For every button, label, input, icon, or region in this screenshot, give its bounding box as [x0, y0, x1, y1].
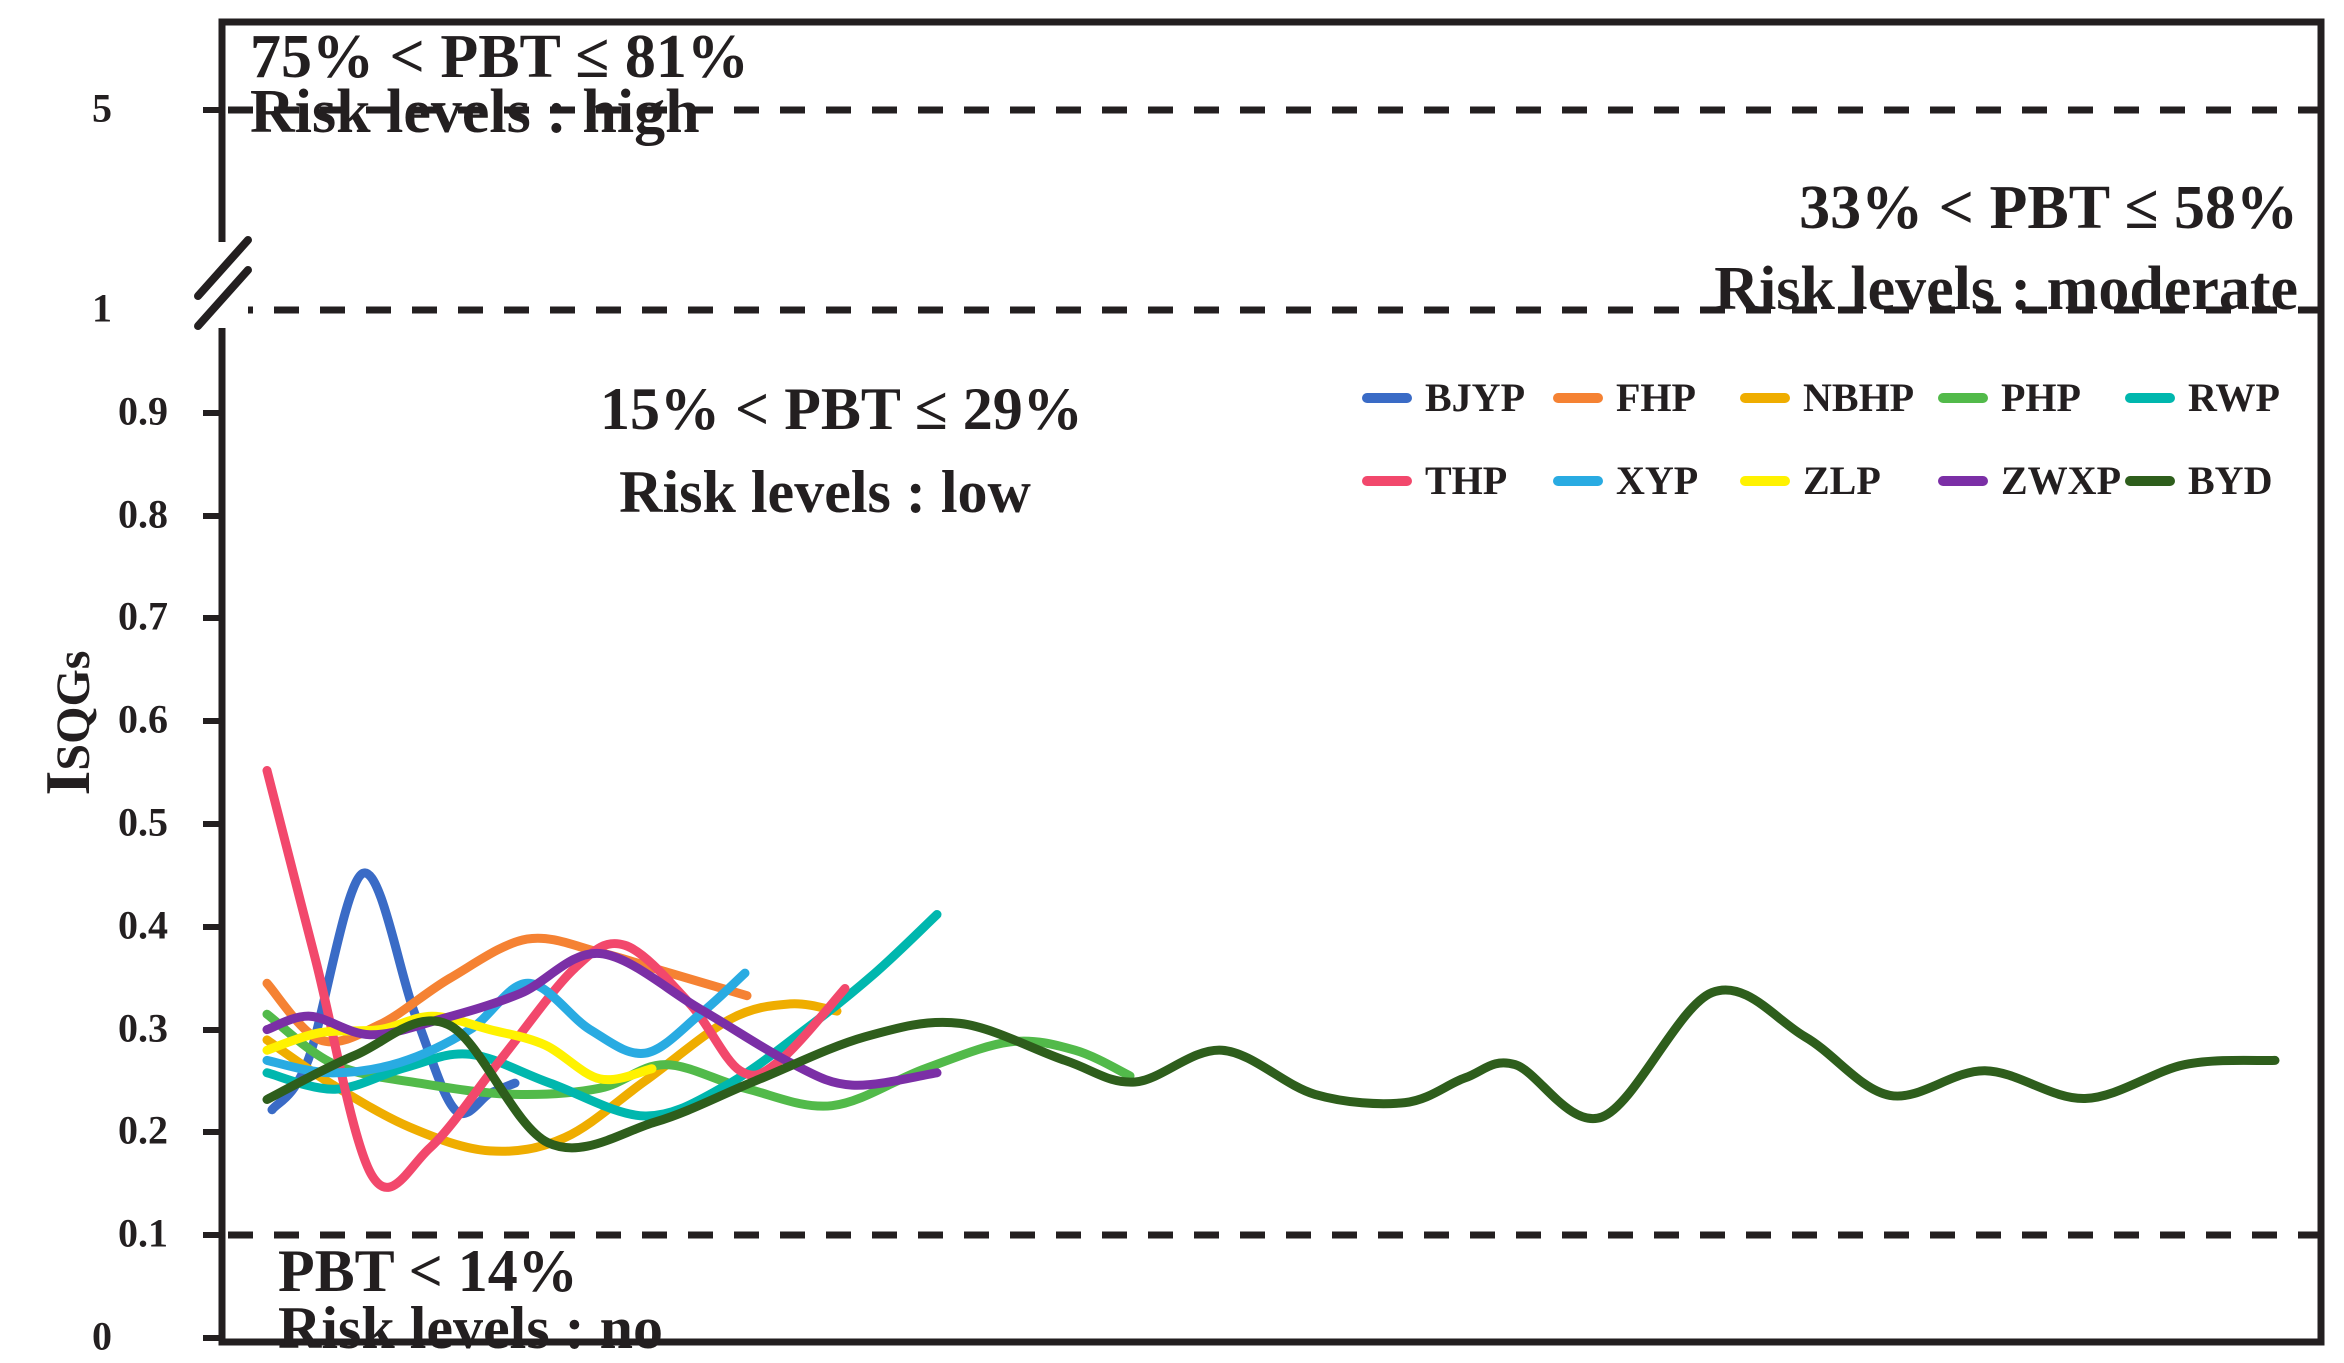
annotation-risk-moderate: 33% < PBT ≤ 58% Risk levels : moderate — [1714, 168, 2298, 329]
y-tick-label-0.3: 0.3 — [118, 1005, 168, 1051]
legend-swatch-BYD — [2125, 475, 2175, 486]
legend-item-NBHP: NBHP — [1740, 374, 1938, 421]
legend-swatch-ZLP — [1740, 475, 1790, 486]
legend-item-BYD: BYD — [2125, 457, 2285, 504]
y-axis-tick-marks — [203, 107, 225, 1341]
y-tick-label-0.6: 0.6 — [118, 696, 168, 742]
y-tick-label-0.4: 0.4 — [118, 902, 168, 948]
legend-swatch-FHP — [1553, 392, 1603, 403]
legend-label-RWP: RWP — [2188, 375, 2280, 420]
annotation-risk-moderate-line1: 33% < PBT ≤ 58% — [1799, 174, 2298, 242]
legend-item-XYP: XYP — [1553, 457, 1740, 504]
series-curve-RWP — [262, 910, 942, 1121]
legend-swatch-NBHP — [1740, 392, 1790, 403]
legend-swatch-ZWXP — [1938, 475, 1988, 486]
series-curve-ZWXP — [262, 948, 942, 1090]
annotation-risk-no: PBT < 14% Risk levels : no — [278, 1238, 664, 1361]
legend-label-ZLP: ZLP — [1803, 458, 1881, 503]
annotation-risk-no-line1: PBT < 14% — [278, 1238, 578, 1304]
legend-label-THP: THP — [1425, 458, 1508, 503]
legend-label-FHP: FHP — [1616, 375, 1696, 420]
axis-break-icon — [194, 236, 252, 330]
y-tick-label-0.5: 0.5 — [118, 799, 168, 845]
data-series-curves — [262, 766, 2280, 1192]
y-tick-label-1: 1 — [92, 285, 112, 331]
legend-item-FHP: FHP — [1553, 374, 1740, 421]
legend-swatch-THP — [1362, 475, 1412, 486]
annotation-risk-moderate-line2: Risk levels : moderate — [1714, 254, 2298, 323]
annotation-risk-high-line1: 75% < PBT ≤ 81% — [250, 23, 749, 91]
plot-frame — [218, 18, 2325, 1346]
y-tick-label-0: 0 — [92, 1313, 112, 1359]
legend-swatch-XYP — [1553, 475, 1603, 486]
legend-label-PHP: PHP — [2001, 375, 2081, 420]
y-tick-label-0.1: 0.1 — [118, 1210, 168, 1256]
chart-legend: BJYP FHP NBHP PHP RWP THP XYP ZLP ZWXP BYD — [1362, 374, 2285, 504]
annotation-risk-low: 15% < PBT ≤ 29% Risk levels : low — [600, 368, 1083, 534]
y-tick-label-0.8: 0.8 — [118, 491, 168, 537]
y-axis-title-main: I — [32, 770, 103, 796]
legend-label-ZWXP: ZWXP — [2001, 458, 2121, 503]
annotation-risk-high: 75% < PBT ≤ 81% Risk levels : high — [250, 23, 749, 146]
legend-item-PHP: PHP — [1938, 374, 2125, 421]
legend-swatch-PHP — [1938, 392, 1988, 403]
legend-label-BJYP: BJYP — [1425, 375, 1525, 420]
series-curve-ZLP — [262, 1011, 657, 1085]
legend-item-ZLP: ZLP — [1740, 457, 1938, 504]
series-curve-NBHP — [262, 999, 842, 1156]
annotation-risk-low-line1: 15% < PBT ≤ 29% — [600, 376, 1083, 442]
legend-label-NBHP: NBHP — [1803, 375, 1915, 420]
legend-item-BJYP: BJYP — [1362, 374, 1553, 421]
y-tick-label-0.9: 0.9 — [118, 388, 168, 434]
legend-label-BYD: BYD — [2188, 458, 2273, 503]
series-curve-THP — [262, 766, 850, 1192]
annotation-risk-no-line2: Risk levels : no — [278, 1295, 664, 1361]
y-tick-label-0.2: 0.2 — [118, 1107, 168, 1153]
y-tick-label-0.7: 0.7 — [118, 593, 168, 639]
y-axis-title: ISQGs — [31, 593, 105, 853]
series-curve-BYD — [262, 985, 2280, 1153]
legend-swatch-BJYP — [1362, 392, 1412, 403]
legend-item-RWP: RWP — [2125, 374, 2285, 421]
annotation-risk-high-line2: Risk levels : high — [250, 77, 700, 146]
legend-item-ZWXP: ZWXP — [1938, 457, 2125, 504]
legend-label-XYP: XYP — [1616, 458, 1699, 503]
series-curve-XYP — [262, 968, 750, 1078]
legend-swatch-RWP — [2125, 392, 2175, 403]
y-axis-title-sub: SQGs — [47, 650, 100, 771]
annotation-risk-low-line2: Risk levels : low — [619, 458, 1031, 525]
legend-item-THP: THP — [1362, 457, 1553, 504]
y-tick-label-5: 5 — [92, 85, 112, 131]
